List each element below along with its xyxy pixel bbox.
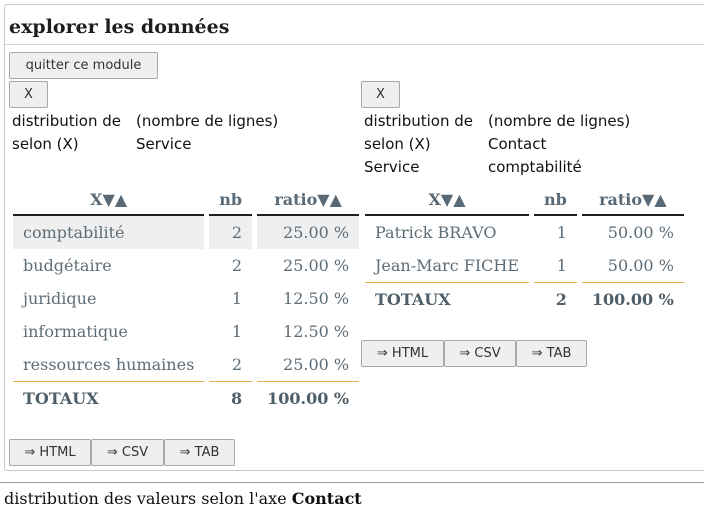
title-divider bbox=[5, 44, 704, 45]
totals-count: 2 bbox=[534, 282, 577, 316]
table-row[interactable]: informatique 1 12.50 % bbox=[13, 315, 359, 348]
export-html-button[interactable]: ⇒ HTML bbox=[9, 439, 91, 466]
totals-label: TOTAUX bbox=[13, 381, 205, 415]
right-axis-value: Contact bbox=[488, 135, 547, 153]
row-value: budgétaire bbox=[23, 256, 112, 275]
row-ratio: 12.50 % bbox=[283, 289, 350, 308]
row-ratio: 50.00 % bbox=[607, 256, 674, 275]
right-distribution-table: X▼▲ nb ratio▼▲ Patrick BRAVO 1 50.00 % J… bbox=[360, 184, 689, 316]
module-title: explorer les données bbox=[9, 16, 230, 38]
table-row[interactable]: ressources humaines 2 25.00 % bbox=[13, 348, 359, 381]
left-dist-label: distribution de bbox=[12, 112, 121, 130]
right-axis-label: selon (X) bbox=[364, 135, 431, 153]
row-value: comptabilité bbox=[13, 216, 205, 249]
row-count: 1 bbox=[556, 256, 567, 275]
export-csv-button[interactable]: ⇒ CSV bbox=[91, 439, 164, 466]
nb-header: nb bbox=[209, 184, 253, 216]
left-dist-value: (nombre de lignes) bbox=[136, 112, 279, 130]
row-count: 2 bbox=[231, 256, 243, 275]
footer-divider bbox=[0, 482, 704, 483]
totals-label: TOTAUX bbox=[365, 282, 530, 316]
row-ratio: 12.50 % bbox=[283, 322, 350, 341]
table-row[interactable]: Jean-Marc FICHE 1 50.00 % bbox=[365, 249, 684, 282]
sort-x-header[interactable]: X▼▲ bbox=[365, 184, 530, 216]
close-left-button[interactable]: X bbox=[9, 81, 48, 108]
close-right-button[interactable]: X bbox=[361, 81, 400, 108]
right-filter-value: comptabilité bbox=[488, 158, 582, 176]
sort-ratio-header[interactable]: ratio▼▲ bbox=[581, 184, 684, 216]
row-count: 2 bbox=[209, 216, 253, 249]
row-count: 2 bbox=[231, 355, 243, 374]
row-ratio: 50.00 % bbox=[607, 223, 674, 242]
footer-prefix: distribution des valeurs selon l'axe bbox=[4, 489, 292, 508]
export-csv-button[interactable]: ⇒ CSV bbox=[444, 340, 516, 367]
row-count: 1 bbox=[231, 322, 243, 341]
totals-ratio: 100.00 % bbox=[581, 282, 684, 316]
row-value: informatique bbox=[23, 322, 128, 341]
export-html-button[interactable]: ⇒ HTML bbox=[361, 340, 444, 367]
table-row[interactable]: comptabilité 2 25.00 % bbox=[13, 216, 360, 249]
row-value: Jean-Marc FICHE bbox=[375, 256, 520, 275]
sort-ratio-header[interactable]: ratio▼▲ bbox=[257, 184, 360, 216]
table-header-row: X▼▲ nb ratio▼▲ bbox=[365, 184, 684, 216]
right-filter-label: Service bbox=[364, 158, 420, 176]
export-tab-button[interactable]: ⇒ TAB bbox=[516, 340, 587, 367]
row-ratio: 25.00 % bbox=[283, 355, 350, 374]
sort-x-header[interactable]: X▼▲ bbox=[13, 184, 205, 216]
row-ratio: 25.00 % bbox=[283, 256, 350, 275]
table-row[interactable]: Patrick BRAVO 1 50.00 % bbox=[365, 216, 684, 249]
right-dist-value: (nombre de lignes) bbox=[488, 112, 631, 130]
row-ratio: 25.00 % bbox=[257, 216, 360, 249]
totals-row: TOTAUX 8 100.00 % bbox=[13, 381, 360, 415]
left-axis-label: selon (X) bbox=[12, 135, 79, 153]
footer-status: distribution des valeurs selon l'axe Con… bbox=[4, 489, 362, 508]
export-tab-button[interactable]: ⇒ TAB bbox=[164, 439, 235, 466]
quit-module-button[interactable]: quitter ce module bbox=[9, 52, 158, 79]
row-value: juridique bbox=[23, 289, 97, 308]
footer-axis: Contact bbox=[291, 489, 362, 508]
totals-row: TOTAUX 2 100.00 % bbox=[365, 282, 684, 316]
row-value: ressources humaines bbox=[23, 355, 195, 374]
totals-ratio: 100.00 % bbox=[257, 381, 360, 415]
row-value: Patrick BRAVO bbox=[375, 223, 497, 242]
totals-count: 8 bbox=[209, 381, 253, 415]
left-axis-value: Service bbox=[136, 135, 192, 153]
table-row[interactable]: budgétaire 2 25.00 % bbox=[13, 249, 359, 282]
table-header-row: X▼▲ nb ratio▼▲ bbox=[13, 184, 360, 216]
nb-header: nb bbox=[534, 184, 577, 216]
left-distribution-table: X▼▲ nb ratio▼▲ comptabilité 2 25.00 % bu… bbox=[8, 184, 364, 415]
row-count: 1 bbox=[231, 289, 243, 308]
row-count: 1 bbox=[556, 223, 567, 242]
right-dist-label: distribution de bbox=[364, 112, 473, 130]
table-row[interactable]: juridique 1 12.50 % bbox=[13, 282, 359, 315]
